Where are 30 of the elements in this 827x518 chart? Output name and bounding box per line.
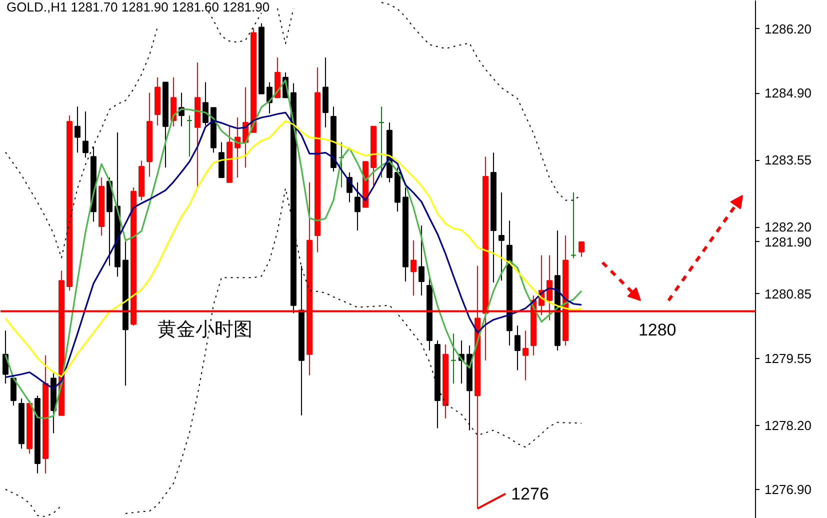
- candlestick: [338, 142, 344, 188]
- candlestick: [378, 106, 384, 178]
- candlestick: [498, 192, 504, 282]
- candlestick: [74, 106, 80, 154]
- y-tick-label: 1283.55: [764, 152, 812, 168]
- candlestick: [450, 333, 456, 384]
- candlestick: [570, 192, 576, 259]
- y-tick-label: 1280.85: [764, 286, 812, 302]
- candlestick: [410, 240, 416, 296]
- legend-label: 1280: [638, 320, 676, 340]
- annotation: 1276: [511, 484, 549, 504]
- y-tick-label: 1276.90: [764, 482, 812, 498]
- y-tick-label: 1279.55: [764, 350, 812, 366]
- y-tick-label: 1282.20: [764, 220, 812, 235]
- candlestick: [82, 111, 88, 158]
- candlestick: [514, 325, 520, 371]
- candlestick: [2, 330, 8, 384]
- y-tick-label: 1278.20: [764, 418, 812, 433]
- candlestick: [418, 225, 424, 296]
- candlestick: [354, 182, 360, 231]
- annotation: 黄金小时图: [158, 320, 252, 340]
- candlestick: [186, 115, 192, 158]
- chart-title: GOLD.,H1 1281.70 1281.90 1281.60 1281.90: [6, 0, 270, 14]
- candlestick: [522, 330, 528, 381]
- y-tick-label: 1284.90: [764, 86, 812, 101]
- candlestick: [170, 76, 176, 127]
- y-tick-label: 1281.90: [764, 234, 812, 250]
- candlestick: [578, 241, 584, 258]
- candlestick: [202, 82, 208, 126]
- y-tick-label: 1286.20: [764, 21, 812, 36]
